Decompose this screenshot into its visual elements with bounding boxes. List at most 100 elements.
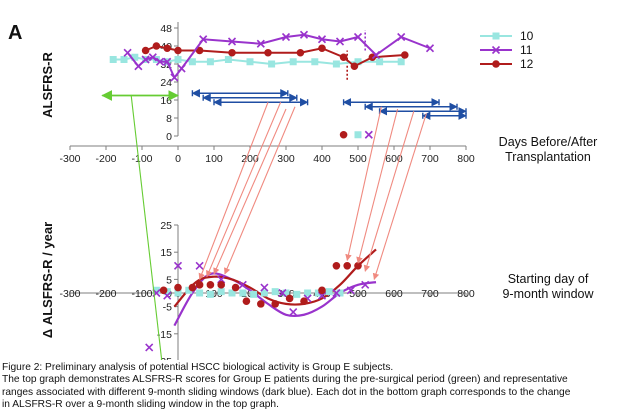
series-11-marker: [317, 291, 327, 300]
top-x-tick-label: 500: [349, 153, 367, 165]
series-10-marker: [131, 53, 139, 61]
series-11-marker: [281, 32, 291, 42]
series-12-marker: [174, 283, 182, 292]
bottom-x-tick-label: 700: [421, 288, 439, 300]
series-12-marker: [188, 283, 197, 292]
series-11-marker: [155, 57, 165, 66]
top-y-label: ALSFRS-R: [40, 52, 55, 118]
series-10-marker: [304, 289, 312, 297]
window-connector-arrow: [224, 106, 296, 275]
series-10-marker: [196, 289, 204, 297]
bottom-y-tick-label: 25: [160, 220, 172, 232]
series-11-marker: [491, 45, 501, 55]
series-10-marker: [271, 288, 279, 296]
window-connector-arrow: [356, 108, 399, 264]
series-10-marker: [282, 289, 290, 297]
top-x-label-line-1: Days Before/After: [499, 135, 598, 149]
series-12-marker: [163, 44, 171, 53]
series-11-marker: [346, 286, 355, 295]
series-10-marker: [206, 290, 214, 298]
series-11-marker: [335, 37, 345, 46]
window-connector-arrow: [213, 108, 287, 275]
bottom-y-label: Δ ALSFRS-R / year: [40, 222, 55, 338]
series-12-marker: [368, 53, 377, 62]
series-10-marker: [174, 56, 182, 63]
top-x-tick-label: 700: [421, 153, 439, 165]
series-11-marker: [238, 280, 247, 289]
bottom-x-tick-label: -200: [95, 288, 116, 300]
series-12-marker: [339, 53, 348, 62]
series-11-marker: [134, 62, 143, 71]
series-11-marker: [317, 35, 327, 44]
series-10-marker: [185, 286, 193, 294]
legend-label-12: 12: [520, 57, 534, 71]
top-x-tick-label: -300: [59, 153, 80, 165]
top-x-tick-label: 800: [457, 153, 475, 165]
series-11-marker: [371, 50, 381, 60]
series-12-marker: [354, 262, 362, 270]
series-12-marker: [242, 297, 251, 305]
series-12-marker: [159, 286, 168, 295]
series-12-marker: [174, 46, 182, 55]
series-11-marker: [217, 275, 226, 284]
window-connector-arrow: [345, 106, 382, 262]
series-10-marker: [246, 58, 254, 66]
series-10-marker: [188, 58, 196, 66]
window-connector-arrow: [206, 102, 282, 278]
series-10-marker: [174, 289, 182, 297]
panel-label: A: [8, 22, 22, 44]
series-10-marker: [239, 289, 247, 297]
bottom-y-tick-label: -25: [157, 356, 172, 360]
series-10-marker: [206, 58, 214, 66]
bottom-x-tick-label: 800: [457, 288, 475, 300]
series-10-marker: [109, 56, 117, 63]
top-y-tick-label: 16: [160, 95, 172, 107]
top-y-tick-label: 8: [166, 113, 172, 125]
top-x-tick-label: 300: [277, 153, 295, 165]
series-10-marker: [260, 289, 268, 297]
series-11-marker: [163, 57, 172, 66]
bottom-x-label-line-2: 9-month window: [502, 287, 594, 301]
connector-arrows: [130, 95, 427, 360]
series-12-marker: [318, 44, 326, 53]
series-10-marker: [311, 58, 319, 66]
series-10-marker: [354, 58, 362, 66]
series-11-marker: [195, 261, 204, 270]
bottom-y-tick-label: -5: [163, 302, 172, 314]
window-connector-arrow: [198, 102, 269, 281]
series-12-marker: [152, 42, 161, 50]
series-11-marker: [170, 73, 179, 82]
bottom-y-tick-label: -15: [157, 329, 172, 341]
series-11-marker: [425, 44, 435, 53]
series-12-marker: [195, 281, 204, 289]
series-12-marker: [296, 48, 305, 57]
top-x-tick-label: 400: [313, 153, 331, 165]
top-y-tick-label: 24: [160, 77, 172, 89]
bottom-x-tick-label: 600: [385, 288, 403, 300]
series-11-marker: [332, 288, 341, 298]
series-12-marker: [257, 300, 265, 308]
series-11-marker: [145, 343, 154, 352]
series-12-marker: [264, 48, 272, 57]
figure-caption: Figure 2: Preliminary analysis of potent…: [2, 362, 638, 411]
series-11-marker: [148, 53, 157, 62]
series-10-marker: [217, 288, 225, 296]
top-x-tick-label: 200: [241, 153, 259, 165]
series-10-marker: [224, 56, 232, 63]
series-12-marker: [141, 46, 150, 55]
series-10-marker: [152, 286, 160, 294]
series-11-marker: [361, 280, 370, 289]
bottom-x-tick-label: 500: [349, 288, 367, 300]
caption-line-2: ranges associated with different 9-month…: [2, 386, 571, 398]
series-12-marker: [401, 51, 409, 59]
caption-title: Figure 2: Preliminary analysis of potent…: [2, 362, 394, 373]
series-10-marker: [250, 290, 258, 298]
presurgical-connector: [130, 95, 163, 360]
series-10-marker: [332, 60, 340, 68]
series-10-marker: [376, 58, 384, 66]
series-11-marker: [260, 283, 269, 292]
series-10-marker: [325, 288, 333, 296]
bottom-y-tick-label: 15: [160, 247, 172, 259]
caption-line-3: in ALSFRS-R over a 9-month sliding windo…: [2, 398, 279, 410]
series-12-marker: [195, 46, 204, 55]
